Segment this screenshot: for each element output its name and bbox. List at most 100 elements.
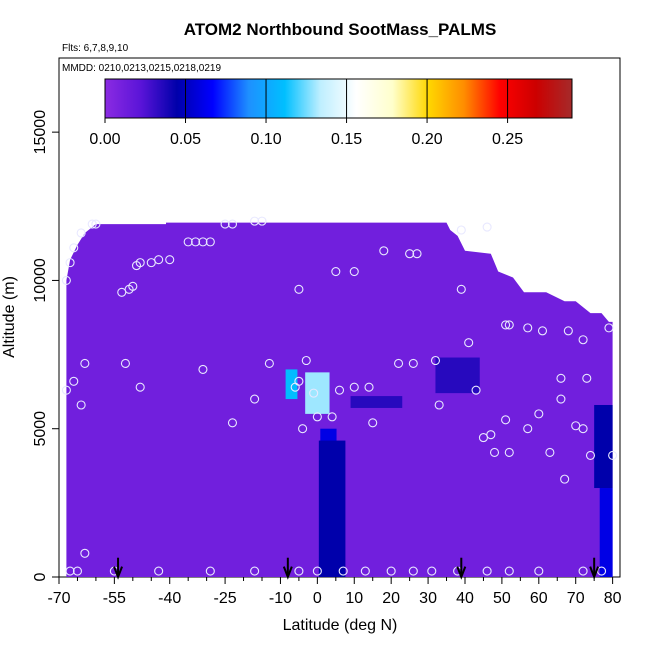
colorbar-scale (104, 78, 573, 119)
sample-point (301, 355, 311, 366)
sample-point (349, 266, 359, 277)
sample-point (582, 373, 592, 383)
sample-point (379, 246, 389, 256)
enhancement-cell (285, 369, 298, 400)
sample-point (76, 228, 86, 238)
enhancement-cell (318, 440, 346, 577)
sample-point (220, 219, 230, 229)
colorbar-ticks: 0.00 0.05 0.10 0.15 0.20 0.25 (89, 79, 523, 148)
y-tick-label: 15000 (32, 110, 49, 155)
sample-point (76, 400, 86, 410)
sample-point (368, 418, 378, 428)
sample-point (471, 385, 481, 395)
y-tick-label: 5000 (32, 411, 49, 447)
sample-point (205, 566, 215, 576)
sample-point (65, 566, 75, 576)
sample-point (578, 335, 588, 345)
sample-point (604, 323, 614, 333)
colorbar-tick-label: 0.05 (170, 131, 201, 148)
sample-point (205, 237, 215, 247)
colorbar-tick-label: 0.00 (89, 131, 120, 148)
sample-point (91, 219, 101, 229)
sample-point (430, 355, 441, 366)
enhancement-cell (350, 396, 403, 408)
dates-note: MMDD: 0210,0213,0215,0218,0219 (62, 63, 221, 74)
sample-point (405, 249, 415, 259)
y-axis: 0 5000 10000 15000 (32, 110, 59, 581)
colorbar-tick-label: 0.20 (411, 131, 442, 148)
sample-point (250, 394, 260, 404)
sample-point (412, 249, 422, 259)
sample-point (312, 566, 322, 576)
sample-point (523, 323, 533, 333)
x-tick-label: 50 (493, 590, 511, 607)
sample-point (61, 385, 71, 395)
flight-start-arrow (456, 557, 467, 580)
sample-point (227, 418, 238, 428)
sample-point (482, 222, 492, 232)
sample-point (183, 237, 193, 247)
sample-point (608, 450, 618, 460)
sample-point (585, 450, 596, 460)
sample-point (394, 358, 404, 369)
flights-note: Flts: 6,7,8,9,10 (62, 43, 129, 54)
sample-point (72, 566, 83, 576)
sample-point (534, 409, 544, 419)
sample-point (227, 219, 238, 229)
sample-point (349, 382, 359, 392)
sample-point (501, 320, 511, 330)
enhancement-cell (435, 357, 480, 394)
x-tick-label: 70 (567, 590, 585, 607)
x-tick-label: 80 (604, 590, 622, 607)
x-tick-label: -55 (103, 590, 126, 607)
sample-points (61, 216, 618, 576)
x-tick-label: 60 (530, 590, 548, 607)
sample-point (154, 566, 164, 576)
sample-point (364, 382, 374, 392)
sample-point (65, 258, 75, 268)
sample-point (250, 216, 260, 226)
flight-start-arrow (282, 557, 293, 580)
x-tick-label: -40 (158, 590, 181, 607)
sample-point (198, 364, 208, 374)
sample-point (80, 548, 90, 558)
flight-start-arrow (113, 557, 123, 580)
sample-point (545, 447, 555, 457)
sample-point (408, 566, 418, 576)
sample-point (309, 388, 319, 398)
sample-point (534, 566, 544, 576)
sample-point (165, 255, 175, 265)
sample-point (563, 326, 573, 336)
sample-point (331, 266, 341, 277)
sample-point (135, 382, 145, 392)
sample-point (486, 430, 496, 440)
enhancement-cell (599, 488, 613, 577)
sample-point (250, 566, 260, 576)
sample-point (257, 216, 267, 226)
sample-point (312, 412, 322, 422)
sample-point (456, 225, 466, 235)
sample-point (456, 284, 466, 294)
x-axis: -70 -55 -40 -25 -10 0 10 20 30 40 50 60 70 80 (47, 577, 622, 607)
x-tick-label: 30 (419, 590, 437, 607)
sample-point (489, 447, 500, 457)
sample-point (135, 258, 145, 268)
sample-point (596, 566, 607, 576)
x-tick-label: -25 (214, 590, 237, 607)
colorbar-tick-label: 0.25 (492, 131, 523, 148)
sample-point (360, 566, 370, 576)
sample-point (61, 275, 71, 285)
y-axis-title: Altitude (m) (1, 276, 18, 358)
sample-point (80, 358, 90, 369)
sample-point (198, 237, 208, 247)
sample-point (264, 358, 274, 369)
sample-point (501, 415, 511, 425)
sample-point (386, 566, 396, 576)
sample-point (578, 424, 588, 434)
y-tick-label: 0 (32, 572, 49, 581)
x-axis-title: Latitude (deg N) (283, 617, 398, 634)
sample-point (69, 243, 79, 253)
x-tick-label: 40 (456, 590, 474, 607)
sample-point (504, 320, 514, 330)
